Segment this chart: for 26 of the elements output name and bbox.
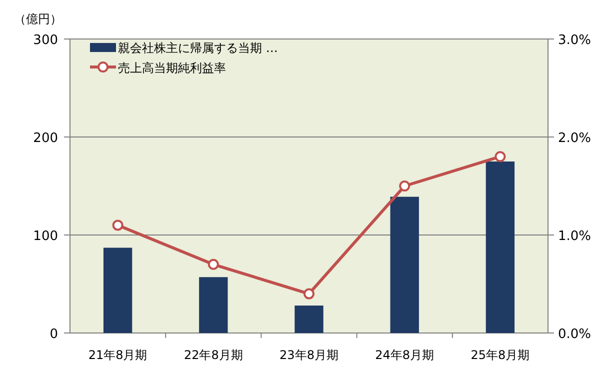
x-tick-label: 24年8月期 xyxy=(375,348,434,362)
bar xyxy=(390,196,419,333)
y-tick-label: 100 xyxy=(33,229,58,244)
y2-tick-label: 1.0% xyxy=(558,229,592,244)
bar xyxy=(199,277,228,333)
y-axis-title: （億円） xyxy=(14,12,62,26)
y2-tick-label: 3.0% xyxy=(558,33,592,48)
x-tick-label: 25年8月期 xyxy=(470,348,530,362)
bar xyxy=(486,162,515,333)
y-tick-label: 200 xyxy=(33,131,58,146)
legend-label: 売上高当期純利益率 xyxy=(118,61,226,75)
x-tick-label: 21年8月期 xyxy=(88,348,148,362)
y-tick-label: 300 xyxy=(33,33,58,48)
point xyxy=(112,220,124,231)
y2-tick-label: 2.0% xyxy=(558,131,592,146)
point xyxy=(304,288,314,300)
bar xyxy=(103,248,132,333)
point xyxy=(494,151,506,162)
point xyxy=(399,180,410,192)
x-tick-label: 22年8月期 xyxy=(184,348,243,362)
x-tick-label: 23年8月期 xyxy=(280,348,338,362)
bar xyxy=(294,306,324,333)
y-tick-label: 0 xyxy=(50,327,58,342)
point xyxy=(208,258,219,270)
y2-tick-label: 0.0% xyxy=(558,327,592,342)
legend-label: 親会社株主に帰属する当期 … xyxy=(118,41,278,55)
